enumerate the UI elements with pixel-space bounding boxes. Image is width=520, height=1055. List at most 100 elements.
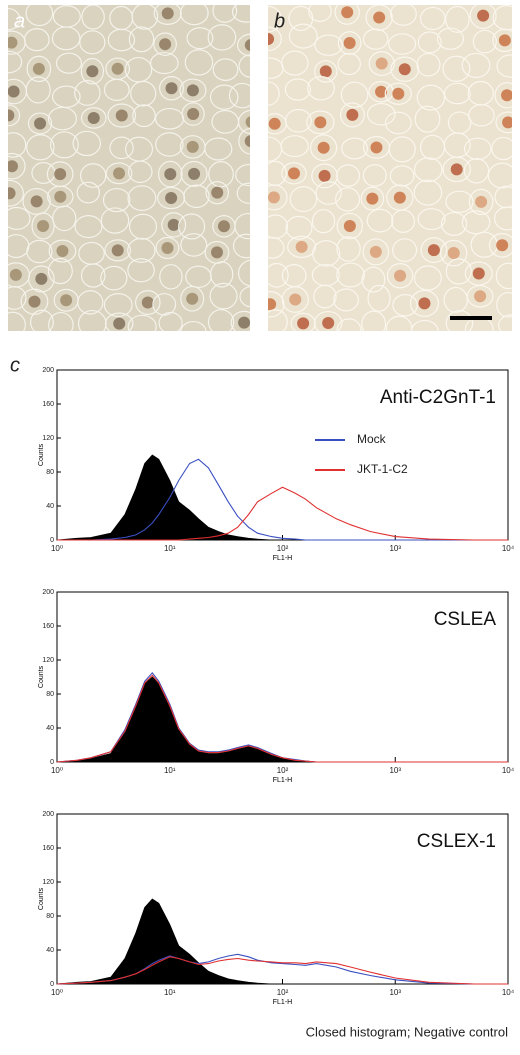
cell <box>209 84 239 110</box>
cell <box>268 81 280 106</box>
y-tick-label: 160 <box>42 623 54 630</box>
histogram-line <box>57 458 508 541</box>
cell <box>442 55 471 82</box>
cell <box>313 284 337 309</box>
cell <box>232 233 250 259</box>
cell <box>339 102 365 128</box>
cell <box>159 76 185 101</box>
nucleus <box>32 62 45 75</box>
cell <box>100 207 130 234</box>
nucleus <box>161 241 174 254</box>
cell <box>52 205 77 232</box>
nucleus <box>343 36 356 49</box>
x-tick-label: 10⁰ <box>51 766 63 775</box>
nucleus <box>366 192 379 205</box>
cell <box>159 264 183 290</box>
nucleus <box>288 167 301 180</box>
cell <box>236 33 250 57</box>
cell <box>20 288 49 315</box>
cell <box>127 185 157 212</box>
cell <box>413 157 443 183</box>
nucleus <box>115 109 128 122</box>
cell <box>204 137 233 161</box>
nucleus <box>297 317 310 330</box>
nucleus <box>450 163 463 176</box>
cell <box>8 104 21 127</box>
nucleus <box>54 190 67 203</box>
cell <box>236 182 250 204</box>
panel-label: c <box>10 354 20 376</box>
nucleus <box>111 62 124 75</box>
cell <box>443 82 471 105</box>
nucleus <box>34 117 47 130</box>
nucleus <box>210 246 223 259</box>
nucleus <box>418 297 431 310</box>
cell <box>80 107 107 129</box>
cell <box>468 103 495 127</box>
cell <box>207 309 235 331</box>
cell <box>212 58 239 81</box>
cell <box>104 239 132 262</box>
x-tick-label: 10⁰ <box>51 988 63 997</box>
legend-label: Mock <box>357 432 387 446</box>
cell <box>281 50 309 76</box>
y-tick-label: 0 <box>50 981 54 988</box>
cell <box>334 5 360 25</box>
cell <box>104 312 134 331</box>
nucleus <box>447 247 460 260</box>
cell <box>496 291 512 318</box>
nucleus <box>8 187 16 200</box>
cell <box>366 208 394 233</box>
cell <box>333 288 359 312</box>
legend-label: JKT-1-C2 <box>357 462 408 476</box>
nucleus <box>211 186 224 199</box>
cell <box>47 106 78 131</box>
panel-label: a <box>14 10 25 32</box>
cell <box>210 261 234 288</box>
cell <box>268 26 282 52</box>
nucleus <box>159 38 172 51</box>
cell <box>181 102 205 126</box>
cell <box>461 52 491 79</box>
nucleus <box>8 85 20 98</box>
cell <box>25 5 54 27</box>
cell <box>280 135 309 158</box>
y-tick-label: 120 <box>42 657 54 664</box>
cell <box>8 206 31 230</box>
cell <box>390 5 417 26</box>
cell <box>128 26 155 53</box>
cell <box>488 232 512 258</box>
nucleus <box>111 244 124 257</box>
cell <box>153 32 177 57</box>
cell <box>231 5 250 23</box>
cell <box>47 257 73 285</box>
cell <box>51 26 81 51</box>
cell <box>413 179 443 206</box>
cell <box>179 5 209 26</box>
cell <box>100 265 128 291</box>
cell <box>337 31 362 55</box>
cell <box>72 130 102 157</box>
cell <box>238 54 250 78</box>
cell <box>384 111 412 135</box>
cell <box>440 239 468 267</box>
cell <box>26 239 53 264</box>
x-tick-label: 10³ <box>389 988 401 997</box>
cell <box>336 236 361 262</box>
cell <box>26 134 55 161</box>
cell <box>417 208 446 231</box>
cell <box>413 265 442 291</box>
cell <box>409 289 440 317</box>
cell <box>498 314 512 331</box>
nucleus <box>141 296 154 309</box>
nucleus <box>268 117 281 130</box>
cell <box>336 262 365 288</box>
cell <box>31 212 55 240</box>
nucleus <box>346 108 359 121</box>
cell <box>74 215 103 239</box>
cell <box>178 213 206 240</box>
scale-bar <box>450 316 492 320</box>
chart-title: CSLEX-1 <box>417 831 496 852</box>
nucleus <box>295 240 308 253</box>
cell <box>284 78 311 101</box>
